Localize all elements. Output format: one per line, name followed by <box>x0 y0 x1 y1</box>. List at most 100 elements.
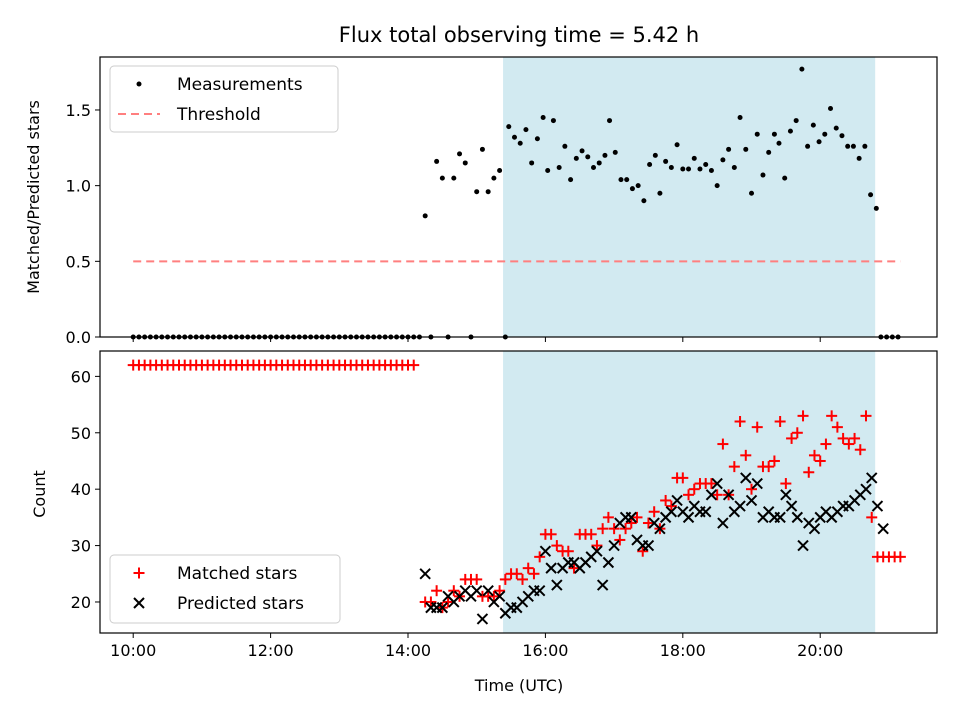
measurement-point <box>668 164 674 170</box>
predicted-star-point <box>671 494 683 507</box>
predicted-star-point-b <box>602 556 615 569</box>
matched-star-point <box>831 421 843 433</box>
measurement-point <box>602 152 608 158</box>
matched-star-point <box>763 461 775 473</box>
predicted-star-point-b <box>860 483 872 495</box>
legend-measurements-label: Measurements <box>177 75 303 95</box>
measurement-point <box>708 168 714 174</box>
matched-star-point <box>551 540 563 552</box>
matched-star-point <box>843 438 855 450</box>
measurement-point <box>511 134 517 140</box>
measurement-point <box>760 172 766 178</box>
predicted-star-point-b <box>677 506 689 518</box>
matched-star-point <box>814 455 826 467</box>
y-tick-label: 60 <box>71 367 91 386</box>
predicted-star-point-b <box>717 517 729 529</box>
measurement-point <box>629 186 635 192</box>
predicted-star-point-b <box>866 472 878 484</box>
predicted-star-point <box>533 584 546 597</box>
measurement-point <box>647 161 653 167</box>
matched-star-point <box>608 523 620 535</box>
legend-predicted-marker-b <box>133 597 145 609</box>
matched-star-point <box>568 562 580 574</box>
predicted-star-point-b <box>476 613 489 625</box>
measurement-point <box>568 177 574 183</box>
predicted-star-point-b <box>762 506 775 518</box>
measurement-point <box>850 143 856 149</box>
predicted-star-point-b <box>700 506 712 518</box>
predicted-star-point <box>608 539 620 552</box>
predicted-star-point-b <box>471 584 483 597</box>
predicted-star-point <box>551 579 563 591</box>
predicted-star-point-b <box>648 517 660 529</box>
predicted-star-point <box>734 500 746 512</box>
predicted-star-point <box>866 472 878 484</box>
predicted-star-point-b <box>808 522 821 535</box>
predicted-star-point-b <box>436 601 449 614</box>
matched-star-point <box>488 590 500 602</box>
matched-star-point <box>425 596 437 608</box>
matched-star-point <box>448 585 460 597</box>
matched-star-point <box>631 511 643 523</box>
predicted-star-point <box>545 562 557 574</box>
predicted-star-point <box>436 601 449 614</box>
matched-star-point <box>494 585 506 597</box>
measurement-point <box>691 155 697 161</box>
predicted-star-point-b <box>671 494 683 507</box>
x-tick-label: 18:00 <box>660 641 706 660</box>
predicted-star-point <box>785 500 798 512</box>
predicted-star-point <box>419 568 431 580</box>
matched-star-point <box>894 551 906 563</box>
matched-star-point <box>431 585 443 597</box>
measurement-point <box>556 164 562 170</box>
measurement-point <box>479 146 485 152</box>
measurement-point <box>434 158 440 164</box>
matched-star-point <box>849 432 861 444</box>
matched-star-point <box>751 421 763 433</box>
measurement-point <box>833 125 839 131</box>
matched-star-point <box>597 523 609 535</box>
predicted-star-point-b <box>745 494 758 507</box>
measurement-point <box>607 118 613 124</box>
matched-star-point <box>780 478 792 490</box>
matched-star-point <box>820 438 832 450</box>
predicted-star-point-b <box>740 472 752 484</box>
predicted-star-point <box>791 511 804 524</box>
observing-window-band <box>503 57 876 337</box>
predicted-star-point-b <box>482 584 494 597</box>
measurement-point <box>618 177 624 183</box>
top-axes-frame <box>99 56 938 338</box>
matched-star-point <box>562 545 574 557</box>
matched-star-point <box>746 483 758 495</box>
matched-star-point <box>620 523 632 535</box>
matched-star-point <box>665 500 677 512</box>
matched-star-point <box>642 517 654 529</box>
bottom-axes-frame <box>99 350 938 634</box>
measurement-point <box>731 164 737 170</box>
top-axes: 0.0 0.5 1.0 1.5 Matched/Predicted stars Mea… <box>24 56 938 347</box>
matched-star-point <box>637 545 649 557</box>
measurement-point <box>529 160 535 166</box>
matched-star-point <box>648 506 660 518</box>
top-y-axis-label: Matched/Predicted stars <box>24 100 43 294</box>
measurement-point <box>641 198 647 204</box>
x-tick-label: 10:00 <box>110 641 156 660</box>
predicted-star-point <box>482 584 494 597</box>
y-tick-label: 1.0 <box>66 177 91 196</box>
y-tick-label: 1.5 <box>66 101 91 120</box>
matched-star-point <box>602 511 614 523</box>
measurement-point <box>422 213 428 219</box>
measurement-point <box>451 175 457 181</box>
x-tick-label: 16:00 <box>522 641 568 660</box>
measurement-point <box>624 177 630 183</box>
legend-threshold-label: Threshold <box>176 105 261 125</box>
predicted-star-point <box>476 613 489 625</box>
predicted-star-point-b <box>820 506 832 518</box>
measurement-point <box>737 115 743 121</box>
legend-predicted-label: Predicted stars <box>177 594 304 614</box>
predicted-star-point <box>654 522 666 535</box>
x-tick-label: 14:00 <box>385 641 431 660</box>
predicted-star-point <box>642 539 655 552</box>
y-tick-label: 30 <box>71 537 91 556</box>
predicted-star-point-b <box>539 545 552 557</box>
